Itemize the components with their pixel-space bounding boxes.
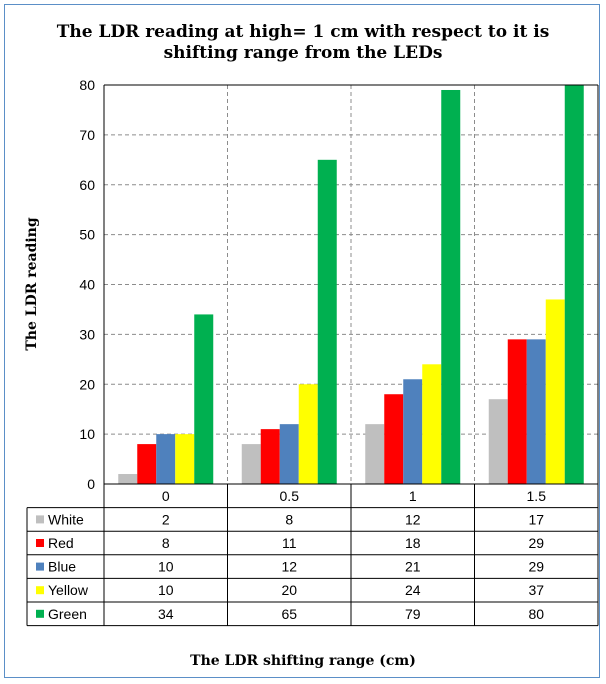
bar-white: [241, 444, 261, 484]
x-tick-label: 0: [162, 488, 170, 504]
x-axis-label: The LDR shifting range (cm): [190, 653, 416, 669]
bar-red: [137, 444, 157, 484]
data-label: 29: [528, 559, 544, 575]
bar-yellow: [298, 384, 318, 484]
chart-frame: [4, 4, 600, 678]
data-label: 65: [281, 606, 297, 622]
x-tick-label: 0.5: [280, 488, 300, 504]
data-label: 79: [405, 606, 421, 622]
bar-green: [317, 159, 337, 484]
data-label: 10: [158, 582, 174, 598]
chart-title-line-1: The LDR reading at high= 1 cm with respe…: [56, 22, 550, 42]
bar-blue: [403, 379, 423, 484]
data-label: 37: [528, 582, 544, 598]
data-label: 12: [405, 511, 421, 527]
data-label: 8: [285, 511, 293, 527]
legend-key-green: [36, 609, 44, 618]
y-tick-label: 40: [79, 277, 95, 293]
bar-white: [118, 474, 138, 484]
legend-label-white: White: [48, 511, 84, 527]
bar-blue: [279, 424, 299, 484]
y-tick-label: 80: [79, 77, 95, 93]
data-label: 11: [282, 535, 297, 551]
data-label: 12: [281, 559, 297, 575]
data-label: 10: [158, 559, 174, 575]
legend-label-red: Red: [48, 535, 74, 551]
data-label: 24: [405, 582, 421, 598]
y-tick-label: 50: [79, 227, 95, 243]
legend-key-red: [36, 539, 44, 547]
data-label: 8: [162, 535, 170, 551]
chart-title: The LDR reading at high= 1 cm with respe…: [0, 22, 606, 64]
chart-title-line-2: shifting range from the LEDs: [163, 43, 443, 63]
legend-key-blue: [36, 562, 44, 571]
data-label: 17: [528, 511, 544, 527]
bar-red: [260, 429, 280, 484]
legend-key-yellow: [36, 586, 44, 595]
legend-label-yellow: Yellow: [48, 582, 89, 598]
bar-red: [384, 394, 404, 484]
data-label: 29: [528, 535, 544, 551]
y-tick-label: 10: [79, 426, 95, 442]
y-tick-label: 70: [79, 127, 95, 143]
legend-key-white: [36, 515, 44, 524]
legend-label-blue: Blue: [48, 559, 76, 575]
bar-yellow: [175, 434, 195, 484]
y-tick-label: 60: [79, 177, 95, 193]
data-label: 34: [158, 606, 174, 622]
y-tick-label: 30: [79, 326, 95, 342]
bar-green: [441, 89, 461, 485]
data-label: 18: [405, 535, 421, 551]
bar-yellow: [545, 299, 565, 484]
bar-blue: [526, 339, 546, 484]
legend-label-green: Green: [48, 606, 87, 622]
data-label: 21: [405, 559, 421, 575]
bar-yellow: [422, 364, 442, 484]
x-tick-label: 1.5: [527, 488, 547, 504]
data-label: 2: [162, 511, 170, 527]
data-label: 80: [528, 606, 544, 622]
bar-blue: [156, 434, 176, 484]
bar-red: [507, 339, 527, 484]
bar-white: [488, 399, 508, 484]
bar-white: [365, 424, 385, 484]
bar-green: [564, 85, 584, 484]
data-label: 20: [281, 582, 297, 598]
y-tick-label: 20: [79, 376, 95, 392]
y-tick-label: 0: [87, 476, 95, 492]
bar-green: [194, 314, 214, 484]
x-tick-label: 1: [409, 488, 417, 504]
